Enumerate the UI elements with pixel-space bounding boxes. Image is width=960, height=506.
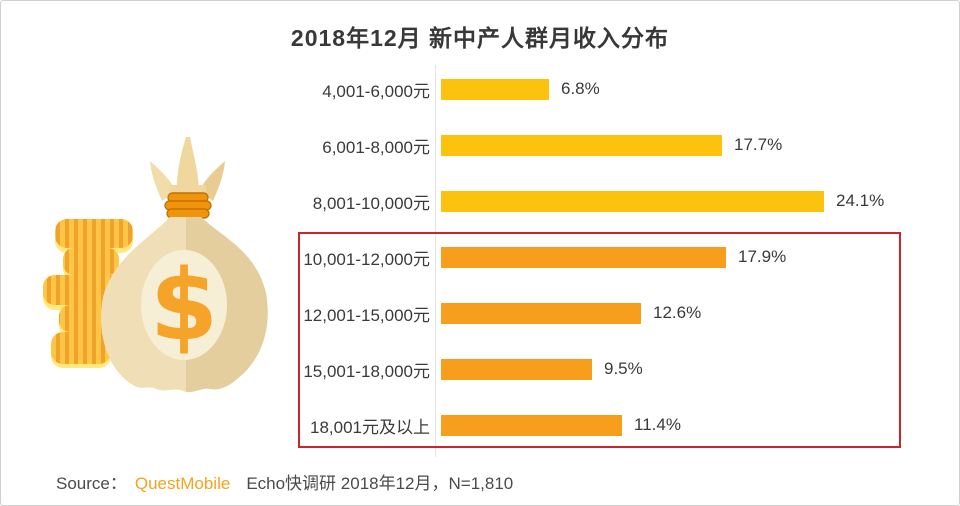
chart-title: 2018年12月 新中产人群月收入分布 <box>290 25 670 51</box>
money-bag-icon: $ <box>43 137 268 393</box>
bar-wrap: 12.6% <box>441 302 702 324</box>
value-label: 6.8% <box>561 79 600 98</box>
dollar-sign-icon: $ <box>150 249 218 363</box>
value-label: 17.7% <box>734 135 783 154</box>
axis-baseline <box>435 65 436 457</box>
bar-wrap: 17.7% <box>441 134 783 156</box>
value-label: 24.1% <box>836 191 885 210</box>
value-label: 17.9% <box>738 247 787 266</box>
bar <box>441 246 726 268</box>
bar <box>441 78 549 100</box>
bar <box>441 134 722 156</box>
bar-wrap: 6.8% <box>441 78 600 100</box>
category-label: 18,001元及以上 <box>310 417 430 437</box>
bar <box>441 190 824 212</box>
source-note: Source： QuestMobile Echo快调研 2018年12月，N=1,8… <box>56 469 513 494</box>
source-brand: QuestMobile <box>134 474 231 493</box>
value-label: 11.4% <box>634 415 681 434</box>
bar-row: 12,001-15,000元 12.6% <box>198 285 938 341</box>
category-label: 15,001-18,000元 <box>303 361 430 381</box>
category-label: 4,001-6,000元 <box>322 81 430 101</box>
highlight-box <box>298 232 901 448</box>
bar-chart: 4,001-6,000元 6.8% 6,001-8,000元 17.7% 8,001-1… <box>198 61 938 453</box>
value-label: 9.5% <box>604 359 643 378</box>
value-label: 12.6% <box>653 303 702 322</box>
bar <box>441 302 641 324</box>
source-suffix: Echo快调研 2018年12月，N=1,810 <box>246 474 514 493</box>
bar-row: 18,001元及以上 11.4% <box>198 397 938 453</box>
bar-wrap: 9.5% <box>441 358 643 380</box>
bar-row: 4,001-6,000元 6.8% <box>198 61 938 117</box>
money-bag-illustration: $ <box>29 127 303 403</box>
bar-row: 15,001-18,000元 9.5% <box>198 341 938 397</box>
bar-row: 6,001-8,000元 17.7% <box>198 117 938 173</box>
category-label: 12,001-15,000元 <box>303 305 430 325</box>
category-label: 10,001-12,000元 <box>303 249 430 269</box>
bar <box>441 358 592 380</box>
category-label: 6,001-8,000元 <box>322 137 430 157</box>
bar-wrap: 24.1% <box>441 190 885 212</box>
bar-wrap: 11.4% <box>441 414 681 436</box>
source-prefix: Source： <box>56 474 127 493</box>
bar-row: 10,001-12,000元 17.9% <box>198 229 938 285</box>
category-label: 8,001-10,000元 <box>312 193 430 213</box>
bar <box>441 414 622 436</box>
bag-body-icon: $ <box>100 217 268 393</box>
bar-wrap: 17.9% <box>441 246 787 268</box>
bar-row: 8,001-10,000元 24.1% <box>198 173 938 229</box>
